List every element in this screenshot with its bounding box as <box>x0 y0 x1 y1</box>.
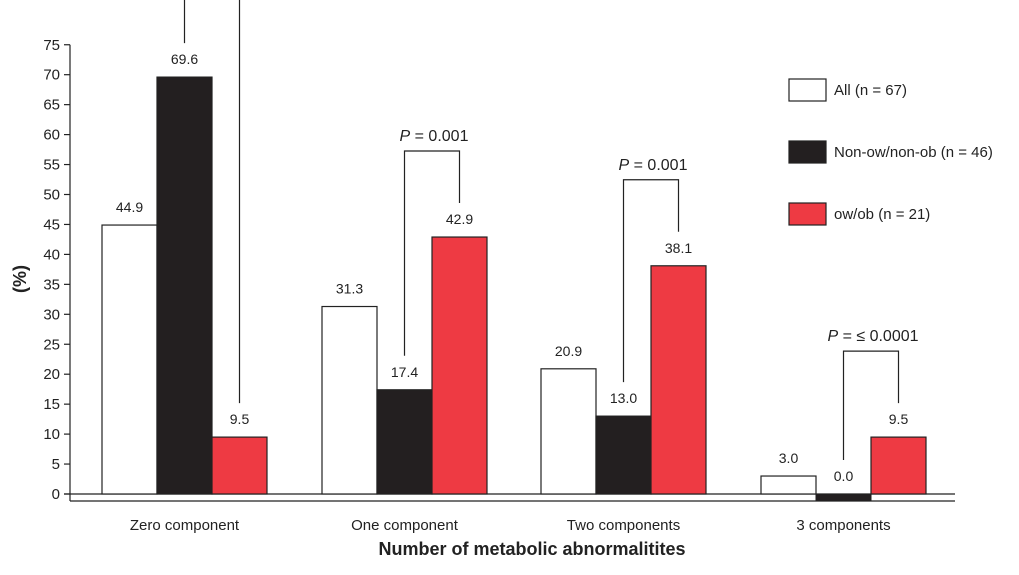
bar-ow-ob-n-21-two-components <box>650 265 707 495</box>
bar-all-n-67-one-component <box>321 305 378 495</box>
p-value-bracket-two-components <box>622 179 680 383</box>
bar-ow-ob-n-21-one-component <box>431 236 488 495</box>
data-label-non-ow-non-ob-n-46-zero-component: 69.6 <box>171 51 198 67</box>
data-label-all-n-67-two-components: 20.9 <box>555 343 582 359</box>
y-tick-label-0: 0 <box>52 486 60 503</box>
y-tick-label-15: 15 <box>43 396 60 413</box>
bar-ow-ob-n-21-zero-component <box>211 436 268 495</box>
bar-ow-ob-n-21-3-components <box>870 436 927 495</box>
y-tick-label-45: 45 <box>43 216 60 233</box>
x-tick-label-one-component: One component <box>351 517 459 534</box>
y-tick-label-75: 75 <box>43 37 60 54</box>
y-tick-label-50: 50 <box>43 187 60 204</box>
data-label-non-ow-non-ob-n-46-two-components: 13.0 <box>610 390 637 406</box>
p-value-bracket-3-components <box>842 350 900 460</box>
y-tick-label-25: 25 <box>43 336 60 353</box>
y-tick-label-55: 55 <box>43 157 60 174</box>
legend-swatch-non-ow-non-ob-n-46 <box>788 140 827 164</box>
data-label-all-n-67-zero-component: 44.9 <box>116 199 143 215</box>
data-label-ow-ob-n-21-zero-component: 9.5 <box>230 411 250 427</box>
data-label-all-n-67-3-components: 3.0 <box>779 450 799 466</box>
legend-swatch-ow-ob-n-21 <box>788 202 827 226</box>
p-value-label-3-components: P = ≤ 0.0001 <box>827 328 918 345</box>
bar-non-ow-non-ob-n-46-zero-component <box>156 76 213 495</box>
x-axis-title: Number of metabolic abnormalitites <box>378 539 685 559</box>
bar-all-n-67-two-components <box>540 368 597 495</box>
p-value-bracket-one-component <box>403 150 461 356</box>
y-tick-label-70: 70 <box>43 67 60 84</box>
data-label-ow-ob-n-21-two-components: 38.1 <box>665 240 692 256</box>
bar-all-n-67-zero-component <box>101 224 158 495</box>
bar-all-n-67-3-components <box>760 475 817 495</box>
legend: All (n = 67) Non-ow/non-ob (n = 46) ow/ob … <box>788 78 993 226</box>
bar-non-ow-non-ob-n-46-one-component <box>376 389 433 495</box>
labels-layer: 44.9 69.6 9.5 Zero component 31.3 17.4 42.9 One… <box>116 51 909 534</box>
x-tick-label-zero-component: Zero component <box>130 517 240 534</box>
x-tick-label-two-components: Two components <box>567 517 680 534</box>
data-label-all-n-67-one-component: 31.3 <box>336 281 363 297</box>
bar-non-ow-non-ob-n-46-3-components <box>815 493 872 502</box>
y-tick-label-60: 60 <box>43 127 60 144</box>
bar-non-ow-non-ob-n-46-two-components <box>595 415 652 495</box>
y-axis-title: (%) <box>10 265 30 293</box>
y-tick-label-10: 10 <box>43 426 60 443</box>
legend-label-non-ow-non-ob-n-46: Non-ow/non-ob (n = 46) <box>834 144 993 161</box>
data-label-ow-ob-n-21-3-components: 9.5 <box>889 411 909 427</box>
p-value-label-one-component: P = 0.001 <box>400 128 469 145</box>
y-tick-label-30: 30 <box>43 306 60 323</box>
y-tick-label-40: 40 <box>43 246 60 263</box>
legend-label-ow-ob-n-21: ow/ob (n = 21) <box>834 206 930 223</box>
y-tick-label-20: 20 <box>43 366 60 383</box>
p-value-bracket-zero-component <box>183 0 241 404</box>
legend-swatch-all-n-67 <box>788 78 827 102</box>
data-label-non-ow-non-ob-n-46-one-component: 17.4 <box>391 364 418 380</box>
x-tick-label-3-components: 3 components <box>796 517 890 534</box>
bars-layer <box>101 76 927 502</box>
p-value-label-two-components: P = 0.001 <box>619 157 688 174</box>
data-label-ow-ob-n-21-one-component: 42.9 <box>446 211 473 227</box>
data-label-non-ow-non-ob-n-46-3-components: 0.0 <box>834 468 854 484</box>
legend-label-all-n-67: All (n = 67) <box>834 82 907 99</box>
y-tick-label-65: 65 <box>43 97 60 114</box>
y-tick-label-35: 35 <box>43 276 60 293</box>
y-tick-label-5: 5 <box>52 456 60 473</box>
